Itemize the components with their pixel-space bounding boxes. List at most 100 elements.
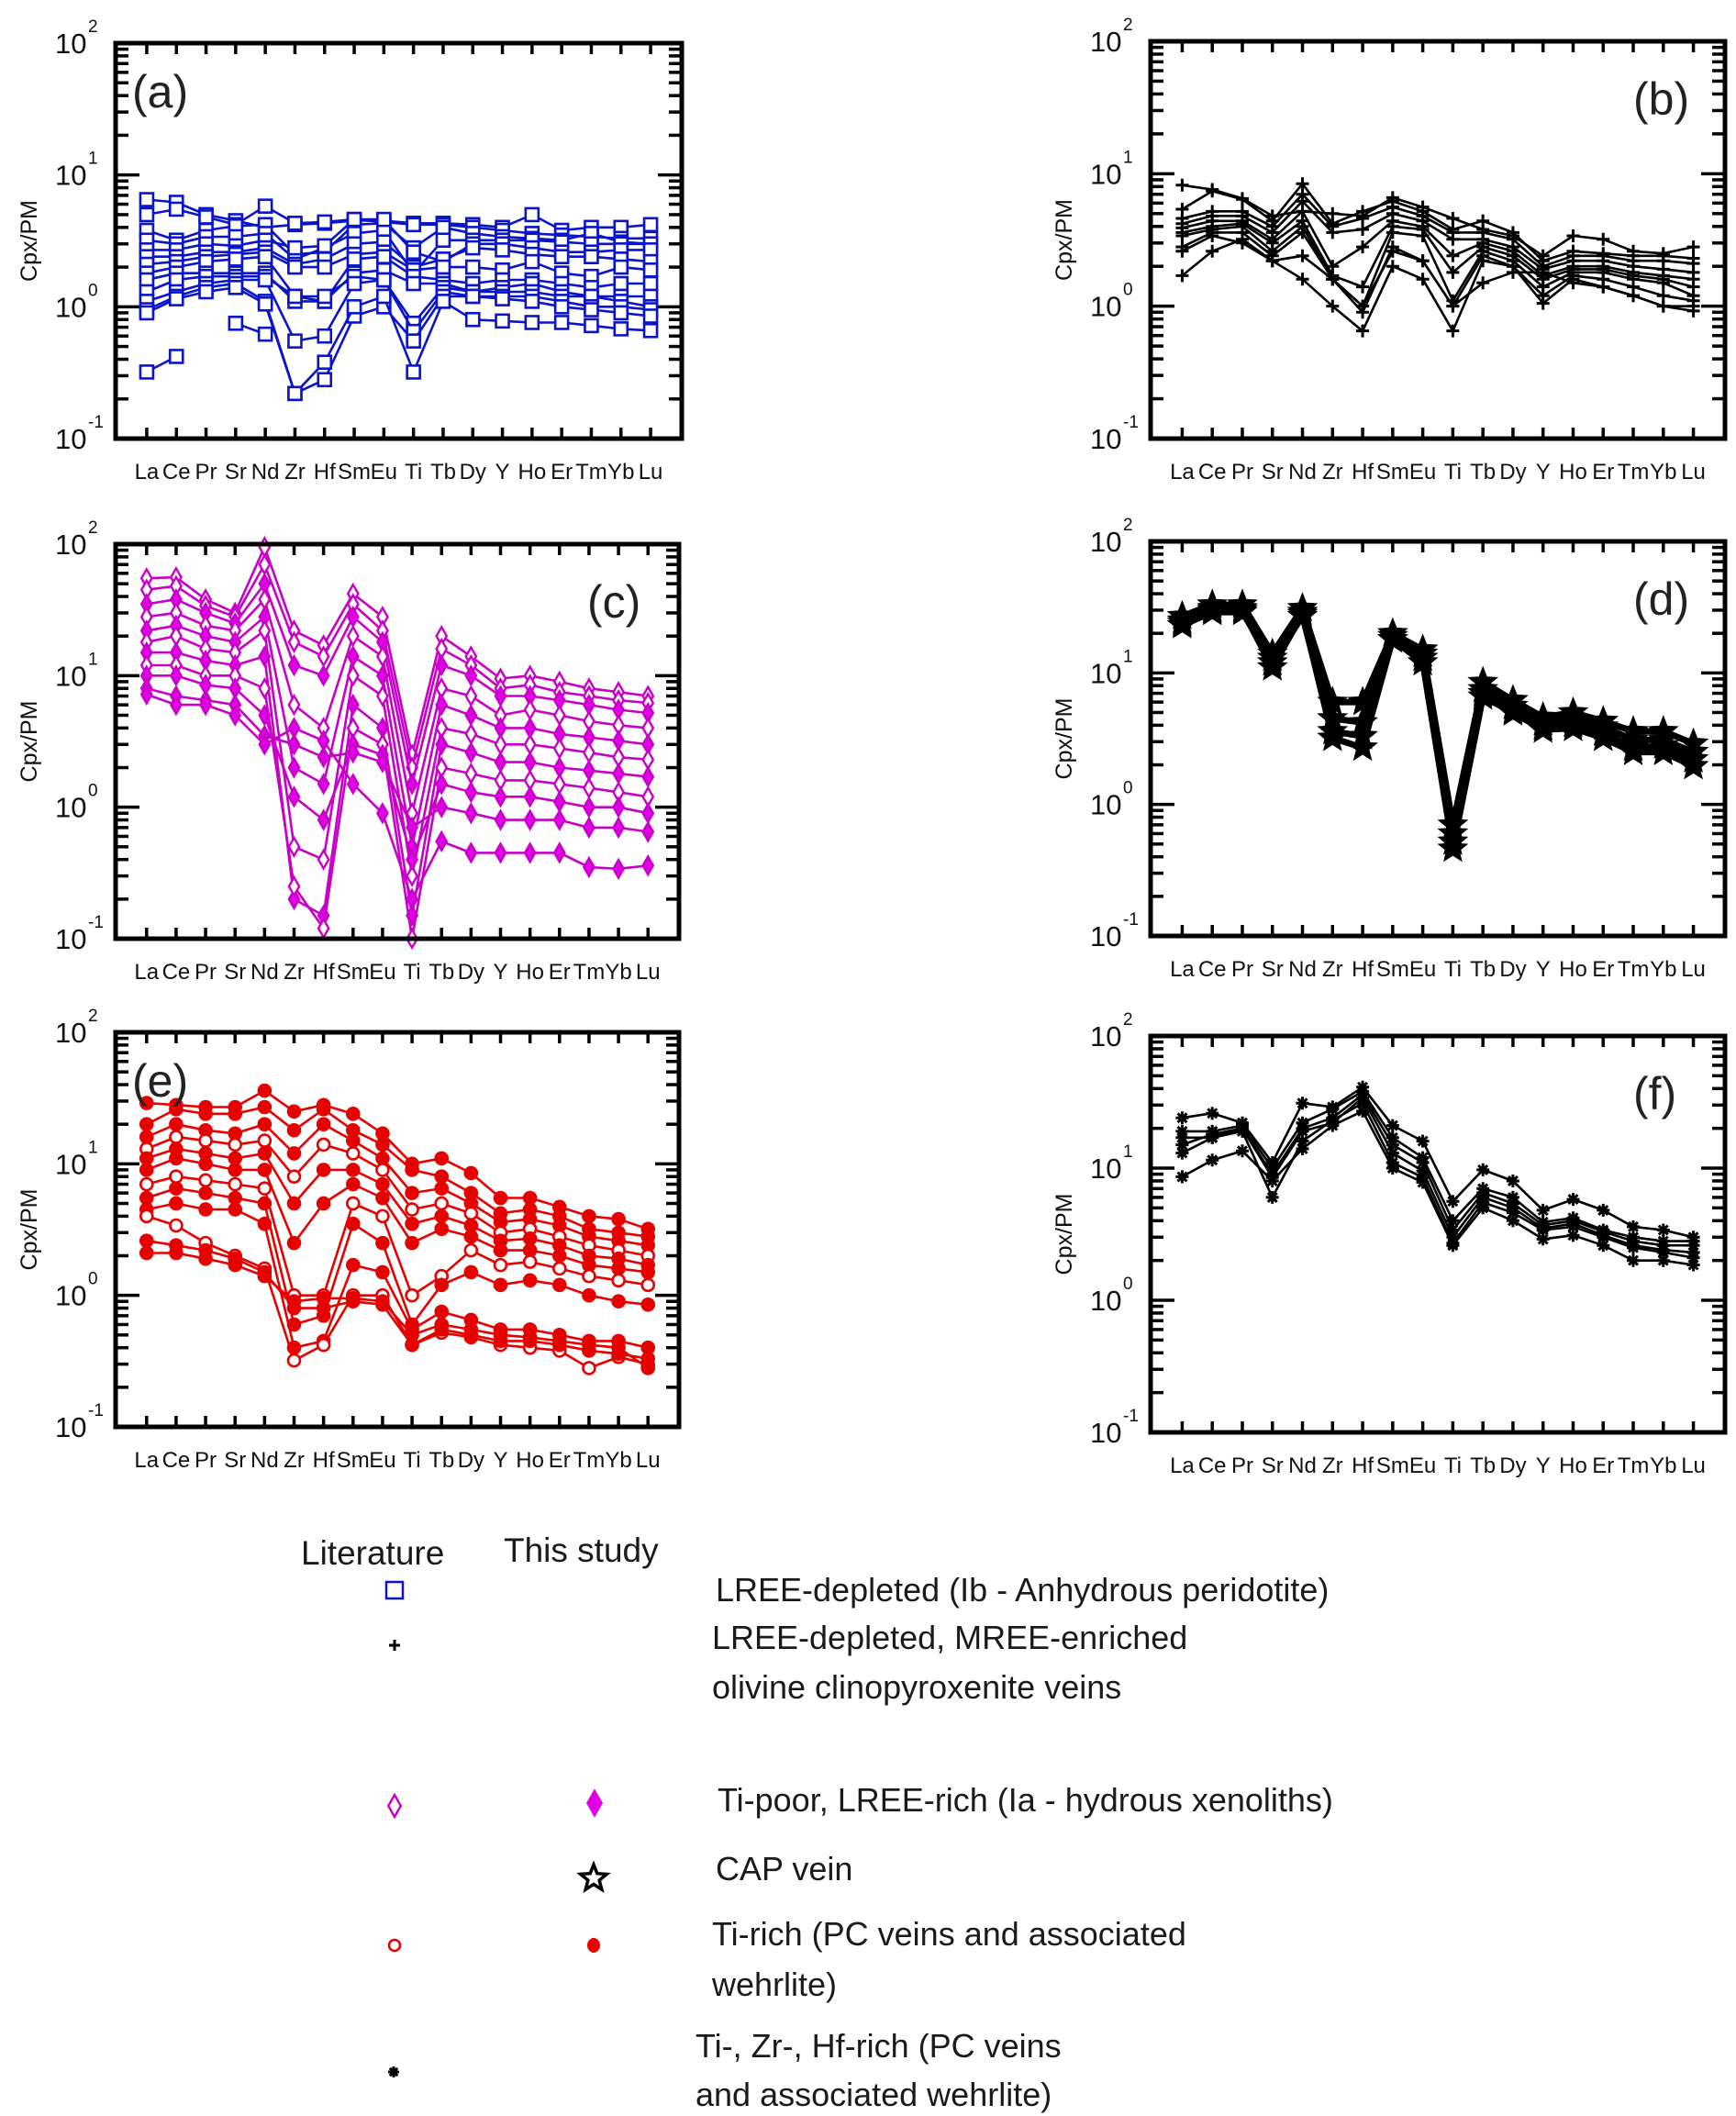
data-point-marker xyxy=(641,854,655,877)
data-point-marker xyxy=(1686,304,1700,317)
asterisk-core xyxy=(1388,1164,1397,1172)
legend-study-marker xyxy=(587,1938,600,1953)
data-point-marker xyxy=(642,262,659,278)
x-category-label: Ce xyxy=(162,1448,191,1473)
data-point-marker xyxy=(316,1117,331,1131)
data-point-marker xyxy=(228,1190,243,1206)
series-line xyxy=(146,1175,649,1297)
asterisk-core xyxy=(1298,1128,1307,1135)
data-point-marker xyxy=(317,328,333,344)
x-category-label: Eu xyxy=(369,1448,395,1473)
data-point-marker xyxy=(641,765,655,788)
data-point-marker xyxy=(1385,226,1399,239)
data-point-marker xyxy=(493,1257,508,1273)
data-point-marker xyxy=(552,737,566,760)
data-point-marker xyxy=(435,733,449,756)
data-point-marker xyxy=(169,1181,184,1196)
asterisk-core xyxy=(1509,1177,1517,1185)
data-point-marker xyxy=(317,664,330,687)
y-tick-label: 10 xyxy=(55,291,86,323)
asterisk-core xyxy=(1449,1197,1457,1206)
data-point-marker xyxy=(1385,244,1399,258)
data-point-marker xyxy=(1296,226,1309,239)
data-point-marker xyxy=(1587,721,1619,752)
data-point-marker xyxy=(317,808,330,831)
data-point-marker xyxy=(406,364,421,380)
data-point-marker xyxy=(435,653,449,677)
data-point-marker xyxy=(139,1117,154,1131)
data-point-marker xyxy=(495,242,510,258)
plot-frame xyxy=(113,40,684,441)
data-point-marker xyxy=(139,1245,154,1261)
series-line xyxy=(146,1089,649,1231)
data-point-marker xyxy=(346,299,362,315)
data-point-marker xyxy=(435,773,449,796)
y-axis-label: Cpx/PM xyxy=(17,701,42,783)
data-point-marker xyxy=(524,315,540,330)
data-point-marker xyxy=(406,217,421,233)
data-point-marker xyxy=(1296,249,1309,262)
y-tick-exponent: 1 xyxy=(88,1138,98,1157)
data-point-marker xyxy=(139,364,155,380)
series-line xyxy=(146,1215,649,1370)
data-point-marker xyxy=(257,1133,273,1148)
data-point-marker xyxy=(286,1294,302,1309)
y-tick-exponent: 0 xyxy=(1123,779,1133,798)
data-point-marker xyxy=(522,1330,538,1345)
data-point-marker xyxy=(287,239,303,256)
x-category-label: Y xyxy=(493,960,507,985)
data-point-marker xyxy=(317,745,330,769)
data-point-marker xyxy=(1206,228,1219,242)
data-point-marker xyxy=(257,1216,273,1231)
data-point-marker xyxy=(375,1294,390,1309)
data-point-marker xyxy=(287,693,301,717)
data-point-marker xyxy=(464,704,478,727)
data-point-marker xyxy=(345,1133,361,1148)
x-category-label: Zr xyxy=(1322,957,1343,982)
data-point-marker xyxy=(169,693,183,717)
data-point-marker xyxy=(464,781,478,804)
x-category-label: Nd xyxy=(1288,1453,1317,1478)
data-point-marker xyxy=(641,802,655,825)
data-point-marker xyxy=(375,664,389,687)
data-point-marker xyxy=(257,198,273,214)
data-point-marker xyxy=(258,677,272,700)
data-point-marker xyxy=(584,317,599,334)
data-point-marker xyxy=(463,1242,479,1258)
data-point-marker xyxy=(552,808,566,831)
plot-frame xyxy=(1148,539,1728,939)
asterisk-core xyxy=(1359,1108,1366,1115)
data-point-marker xyxy=(1446,249,1460,262)
x-category-label: Sm xyxy=(338,460,371,484)
x-category-labels: La Ce Pr Sr Nd Zr Hf Sm Eu Ti Tb Dy Y Ho Er Tm Yb Lu xyxy=(135,460,663,484)
asterisk-core xyxy=(1539,1235,1547,1243)
data-point-marker xyxy=(375,1208,390,1224)
x-category-label: Sm xyxy=(1376,460,1409,484)
data-point-marker xyxy=(552,773,566,796)
series-line xyxy=(1182,1086,1694,1239)
x-category-label: Yb xyxy=(1650,1453,1676,1478)
x-category-label: Tb xyxy=(1470,957,1496,982)
data-point-marker xyxy=(522,1254,538,1269)
data-point-marker xyxy=(406,864,419,887)
series-line xyxy=(146,322,266,373)
data-point-marker xyxy=(612,816,626,840)
y-tick-exponent: 2 xyxy=(88,17,98,37)
data-point-marker xyxy=(642,322,659,339)
data-point-marker xyxy=(435,830,449,853)
plot-frame xyxy=(1148,39,1728,441)
data-point-marker xyxy=(582,1268,596,1284)
x-category-label: Eu xyxy=(1409,1453,1436,1478)
x-category-labels: La Ce Pr Sr Nd Zr Hf Sm Eu Ti Tb Dy Y Ho Er Tm Yb Lu xyxy=(1170,460,1706,484)
panel-label: (f) xyxy=(1633,1068,1676,1119)
data-point-marker xyxy=(1497,696,1529,726)
asterisk-core xyxy=(1630,1256,1637,1264)
x-category-label: Er xyxy=(551,460,573,484)
data-point-marker xyxy=(1356,324,1370,338)
data-point-marker xyxy=(406,816,419,840)
series-line xyxy=(146,1252,649,1369)
data-point-marker xyxy=(406,887,419,911)
